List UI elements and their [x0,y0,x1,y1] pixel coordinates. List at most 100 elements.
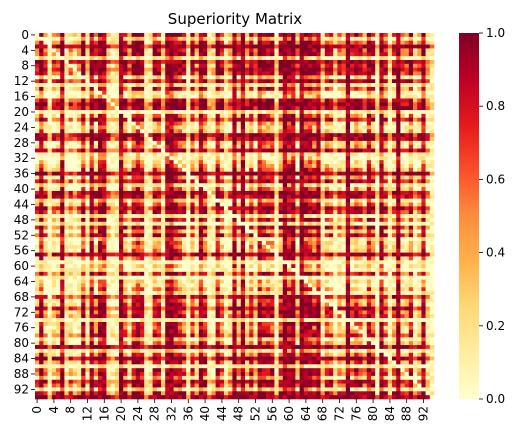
heatmap-cell [198,75,204,80]
heatmap-cell [375,33,380,38]
heatmap-cell [35,233,40,238]
heatmap-cell [417,75,422,80]
heatmap-cell [169,198,174,203]
heatmap-cell [345,106,351,111]
heatmap-cell [51,121,57,126]
heatmap-cell [173,221,179,226]
heatmap-cell [81,221,86,226]
heatmap-cell [261,194,267,199]
heatmap-cell [39,206,44,211]
heatmap-cell [140,59,145,65]
heatmap-cell [72,36,78,41]
heatmap-cell [278,67,284,72]
heatmap-cell [408,206,414,211]
heatmap-cell [123,110,128,115]
heatmap-cell [114,94,120,99]
heatmap-cell [39,148,44,153]
heatmap-cell [89,106,95,111]
heatmap-cell [358,160,363,165]
heatmap-cell [270,221,275,226]
heatmap-cell [186,183,191,188]
heatmap-cell [278,98,284,103]
heatmap-cell [379,202,384,207]
heatmap-cell [64,140,69,146]
heatmap-cell [303,202,309,207]
heatmap-cell [291,63,296,68]
heatmap-cell [404,190,410,196]
heatmap-cell [421,63,426,68]
heatmap-cell [72,125,78,130]
heatmap-cell [35,175,40,180]
heatmap-cell [270,90,275,95]
heatmap-cell [85,98,90,103]
heatmap-cell [93,44,99,49]
heatmap-cell [89,194,95,199]
heatmap-cell [299,36,305,41]
heatmap-cell [102,214,107,219]
heatmap-cell [375,217,380,223]
heatmap-cell [207,233,212,238]
heatmap-cell [219,75,225,80]
heatmap-cell [177,98,183,103]
heatmap-cell [232,194,237,199]
heatmap-cell [102,33,107,38]
heatmap-cell [362,140,368,146]
heatmap-cell [51,194,57,199]
heatmap-cell [362,79,368,84]
heatmap-cell [123,152,128,157]
heatmap-cell [261,113,267,119]
heatmap-cell [362,137,368,142]
heatmap-cell [156,233,162,238]
heatmap-cell [85,156,90,161]
heatmap-cell [98,36,103,41]
heatmap-cell [186,33,191,38]
heatmap-cell [211,206,216,211]
heatmap-cell [72,175,78,180]
heatmap-cell [303,152,309,157]
heatmap-cell [198,102,204,107]
heatmap-cell [119,214,124,219]
heatmap-cell [240,167,246,172]
heatmap-cell [257,156,263,161]
heatmap-cell [35,33,40,38]
heatmap-cell [240,90,246,95]
heatmap-cell [215,110,221,115]
heatmap-cell [261,67,267,72]
heatmap-cell [68,121,74,126]
heatmap-cell [60,67,65,72]
heatmap-cell [324,36,330,41]
heatmap-cell [39,44,44,49]
heatmap-cell [39,171,44,176]
heatmap-cell [278,56,284,61]
heatmap-cell [392,83,397,88]
heatmap-cell [77,83,82,88]
heatmap-cell [35,44,40,49]
heatmap-cell [51,183,57,188]
heatmap-cell [270,156,275,161]
heatmap-cell [295,210,300,215]
heatmap-cell [282,187,288,192]
heatmap-cell [417,229,422,234]
heatmap-cell [408,40,414,45]
heatmap-cell [333,210,338,215]
heatmap-cell [161,75,166,80]
heatmap-cell [144,175,149,180]
heatmap-cell [60,40,65,45]
heatmap-cell [396,67,401,72]
heatmap-cell [253,206,258,211]
heatmap-cell [72,63,78,68]
heatmap-cell [77,194,82,199]
heatmap-cell [379,67,384,72]
heatmap-cell [425,90,431,95]
heatmap-cell [60,79,65,84]
heatmap-cell [282,194,288,199]
heatmap-cell [93,129,99,134]
heatmap-cell [228,86,233,92]
heatmap-cell [371,183,376,188]
heatmap-cell [417,94,422,99]
heatmap-cell [299,94,305,99]
heatmap-cell [135,83,141,88]
heatmap-cell [203,183,208,188]
heatmap-cell [211,83,216,88]
heatmap-cell [236,202,242,207]
